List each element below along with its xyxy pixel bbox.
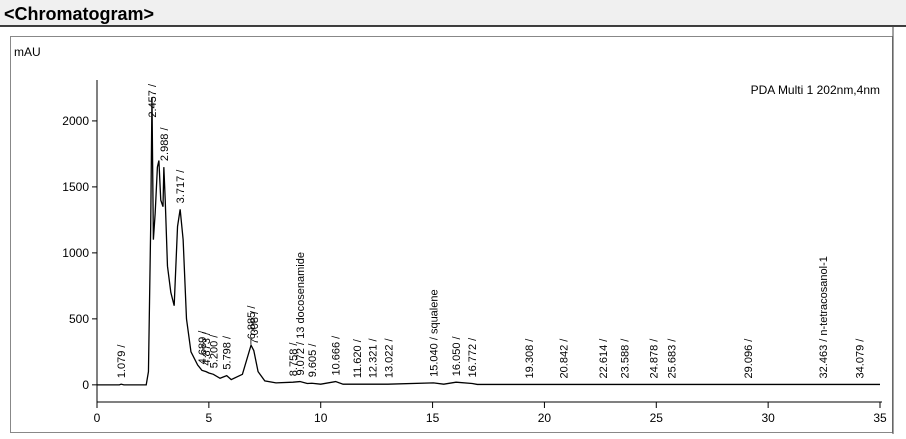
peak-label: 12.321 /: [368, 337, 380, 378]
title-bar: [0, 0, 906, 26]
peak-label: 3.717 /: [175, 169, 187, 204]
x-tick-label: 5: [206, 411, 213, 425]
peak-label: 20.842 /: [558, 338, 570, 379]
y-tick-label: 2000: [62, 114, 89, 128]
x-tick-label: 25: [650, 411, 664, 425]
peak-label: 8.758 /: [288, 342, 300, 377]
peak-label: 25.683 /: [667, 338, 679, 379]
y-tick-label: 500: [69, 312, 89, 326]
y-tick-label: 1000: [62, 246, 89, 260]
y-tick-label: 1500: [62, 180, 89, 194]
peak-label: 2.457 /: [147, 83, 159, 118]
x-tick-label: 15: [426, 411, 440, 425]
x-tick-label: 30: [761, 411, 775, 425]
window-title: <Chromatogram>: [4, 4, 154, 24]
peak-label: 16.050 /: [451, 336, 463, 377]
legend-text: PDA Multi 1 202nm,4nm: [751, 83, 880, 97]
peak-label: 5.200 /: [208, 334, 220, 369]
peak-label: 22.614 /: [598, 338, 610, 379]
x-tick-label: 10: [314, 411, 328, 425]
peak-label: 15.040 / squalene: [428, 289, 440, 376]
x-tick-label: 0: [94, 411, 101, 425]
peak-label: 1.079 /: [116, 344, 128, 379]
peak-label: 5.798 /: [222, 335, 234, 370]
peak-label: 16.772 /: [467, 337, 479, 378]
peak-label: 6.885 /: [246, 305, 258, 340]
peak-label: 19.308 /: [524, 338, 536, 379]
peak-label: 29.096 /: [743, 338, 755, 379]
peak-label: 2.988 /: [159, 127, 171, 162]
trace: [97, 97, 880, 386]
peak-label: 34.079 /: [854, 338, 866, 379]
peak-label: 4.873 /: [201, 331, 213, 366]
peak-label: 9.072 / 13 docosenamide: [295, 252, 307, 376]
peak-label: 11.620 /: [352, 338, 364, 378]
y-axis-label: mAU: [14, 45, 41, 59]
peak-label: 13.022 /: [383, 337, 395, 378]
peak-label: 4.689 /: [197, 330, 209, 365]
peak-label: 24.878 /: [649, 338, 661, 379]
peak-label: 32.463 / n-tetracosanol-1: [818, 256, 830, 378]
peak-label: 9.605 /: [307, 343, 319, 378]
peak-label: 7.008 /: [249, 310, 261, 345]
x-tick-label: 20: [538, 411, 552, 425]
peak-label: 23.588 /: [620, 338, 632, 379]
x-tick-label: 35: [873, 411, 887, 425]
y-tick-label: 0: [82, 378, 89, 392]
peak-label: 10.666 /: [331, 335, 343, 376]
